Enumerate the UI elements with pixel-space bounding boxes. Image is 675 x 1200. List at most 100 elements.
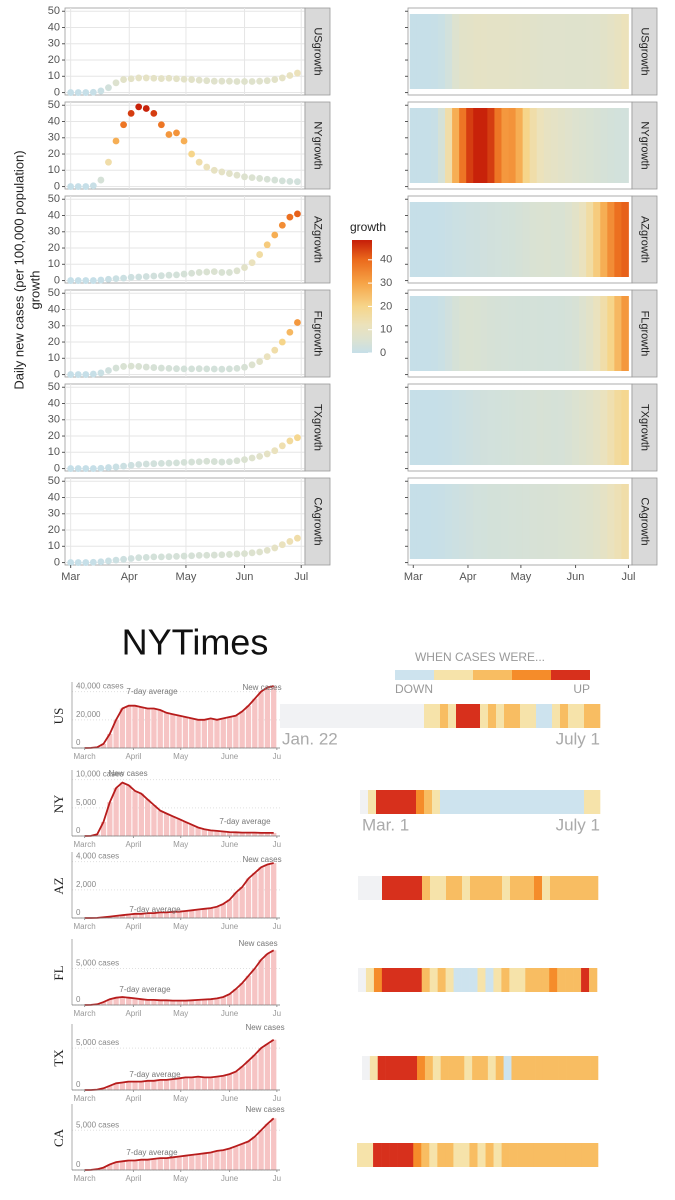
- point: [74, 371, 82, 378]
- point: [180, 137, 188, 145]
- y-tick-label: 20: [48, 54, 60, 66]
- heat-cell: [501, 108, 509, 183]
- point: [271, 346, 279, 354]
- point: [120, 76, 127, 83]
- x-tick-label: Jul: [294, 571, 308, 583]
- strip-segment: [464, 790, 473, 814]
- average-line: [84, 1117, 275, 1171]
- heat-cell: [522, 296, 531, 371]
- heat-cell: [466, 484, 474, 559]
- heat-cell: [452, 202, 460, 277]
- point: [105, 367, 112, 374]
- heat-cell: [452, 296, 460, 371]
- point: [142, 273, 150, 280]
- heat-cell: [423, 14, 432, 89]
- strip-segment: [478, 876, 487, 900]
- x-tick-label: April: [125, 1174, 141, 1183]
- point: [120, 462, 127, 470]
- y-tick-label: 10: [48, 446, 60, 458]
- bar: [208, 908, 214, 918]
- point: [150, 272, 158, 280]
- bar: [138, 707, 144, 748]
- strip-segment: [446, 876, 455, 900]
- point: [97, 87, 105, 95]
- strip-segment: [590, 1056, 599, 1080]
- strip-segment: [405, 968, 415, 992]
- strip-segment: [437, 968, 446, 992]
- panel-label: FL: [51, 965, 66, 980]
- strip-segment: [381, 1143, 390, 1167]
- bar: [126, 1160, 132, 1170]
- bar: [182, 1155, 189, 1170]
- bar: [220, 718, 226, 748]
- heat-cell: [487, 296, 495, 371]
- y-tick-label: 40: [48, 21, 60, 33]
- strip-segment: [512, 790, 521, 814]
- point: [271, 231, 279, 239]
- heat-cell: [494, 14, 502, 89]
- facet-label: FLgrowth: [639, 311, 651, 357]
- x-tick-label: Apr: [459, 571, 476, 583]
- point: [256, 175, 264, 182]
- annotation: New cases: [245, 1105, 284, 1114]
- strip-segment: [406, 876, 415, 900]
- heat-cell: [423, 484, 432, 559]
- strip-segment: [589, 968, 598, 992]
- bar: [107, 733, 113, 748]
- heat-cell: [459, 108, 467, 183]
- heat-cell: [515, 484, 524, 559]
- strip-segment: [541, 1143, 551, 1167]
- bar: [245, 832, 252, 836]
- heat-cell: [600, 484, 608, 559]
- annotation: New cases: [245, 1023, 284, 1032]
- strip-segment: [440, 1056, 449, 1080]
- heat-cell: [550, 296, 559, 371]
- heat-cell: [543, 390, 552, 465]
- point: [82, 89, 90, 96]
- bar: [208, 830, 214, 836]
- strip-segment: [592, 704, 601, 728]
- y-tick-label: 5,000 cases: [76, 1038, 119, 1047]
- bar: [208, 718, 214, 748]
- bar: [151, 708, 157, 748]
- strip-segment: [576, 704, 585, 728]
- heat-cell: [494, 296, 502, 371]
- point: [142, 553, 150, 561]
- strip-segment: [421, 1143, 430, 1167]
- point: [233, 171, 241, 179]
- y-axis-label: growth: [27, 270, 42, 309]
- panel: [64, 101, 306, 190]
- bar: [252, 872, 258, 918]
- x-tick-label: May: [173, 1174, 188, 1183]
- facet-strip: [631, 101, 658, 190]
- strip-segment: [381, 968, 391, 992]
- strip-segment: [560, 704, 569, 728]
- heat-cell: [452, 484, 460, 559]
- point: [294, 69, 301, 77]
- bar: [220, 903, 226, 918]
- heat-cell: [593, 14, 601, 89]
- strip-segment: [485, 968, 494, 992]
- y-tick-label: 30: [48, 226, 60, 238]
- strip-segment: [536, 704, 545, 728]
- heat-cell: [508, 390, 516, 465]
- strip-segment: [385, 1056, 394, 1080]
- strip-segment: [487, 1056, 497, 1080]
- point: [173, 75, 180, 83]
- y-tick-label: 50: [48, 287, 60, 299]
- y-tick-label: 5,000: [76, 798, 97, 807]
- y-tick-label: 0: [54, 274, 60, 286]
- x-tick-label: Jun: [567, 571, 585, 583]
- point: [286, 177, 294, 185]
- y-tick-label: 0: [76, 908, 81, 917]
- strip-segment: [576, 790, 585, 814]
- heat-cell: [501, 202, 509, 277]
- heat-cell: [586, 202, 594, 277]
- heat-cell: [557, 390, 566, 465]
- bar: [233, 988, 239, 1005]
- bar: [271, 1118, 277, 1170]
- strip-segment: [400, 790, 409, 814]
- bar: [176, 819, 182, 836]
- bar: [100, 1002, 107, 1005]
- bar: [163, 912, 170, 918]
